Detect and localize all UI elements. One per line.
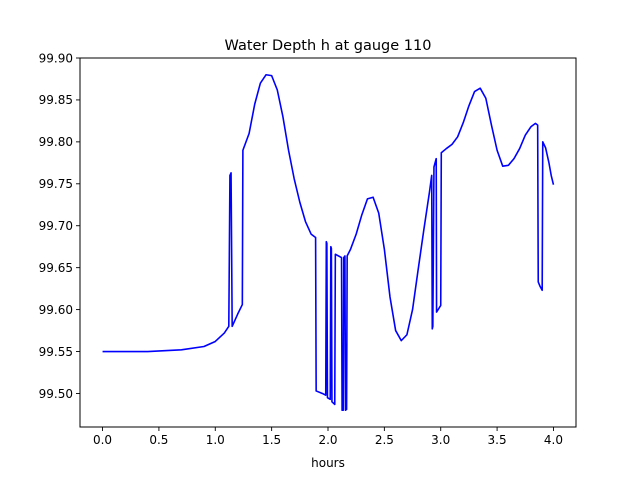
x-tick-label: 3.0 (431, 433, 450, 447)
series-line-0 (102, 73, 555, 412)
x-tick-label: 0.0 (93, 433, 112, 447)
chart-title: Water Depth h at gauge 110 (225, 38, 432, 54)
x-tick-label: 2.0 (318, 433, 337, 447)
x-tick-label: 1.5 (262, 433, 281, 447)
y-tick-label: 99.85 (39, 93, 73, 107)
y-tick-label: 99.80 (39, 135, 73, 149)
y-tick-label: 99.70 (39, 219, 73, 233)
y-tick-label: 99.50 (39, 387, 73, 401)
y-tick-label: 99.65 (39, 261, 73, 275)
y-tick-label: 99.75 (39, 177, 73, 191)
x-tick-label: 2.5 (375, 433, 394, 447)
x-tick-label: 1.0 (206, 433, 225, 447)
y-tick-label: 99.90 (39, 51, 73, 65)
plot-area (102, 73, 555, 412)
x-axis-label: hours (311, 456, 345, 470)
y-tick-label: 99.55 (39, 345, 73, 359)
x-tick-label: 3.5 (488, 433, 507, 447)
x-axis: 0.0 0.5 1.0 1.5 2.0 2.5 3.0 3.5 4.0 (93, 427, 563, 447)
y-axis: 99.50 99.55 99.60 99.65 99.70 99.75 99.80 99.85… (39, 51, 80, 401)
x-tick-label: 4.0 (544, 433, 563, 447)
x-tick-label: 0.5 (149, 433, 168, 447)
y-tick-label: 99.60 (39, 303, 73, 317)
